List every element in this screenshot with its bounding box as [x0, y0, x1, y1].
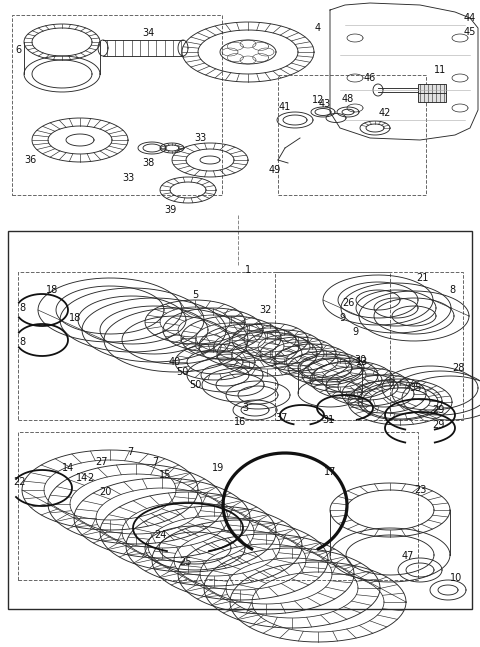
Text: 8: 8 [19, 337, 25, 347]
Text: 50: 50 [189, 380, 201, 390]
Text: 5: 5 [192, 290, 198, 300]
Text: 38: 38 [142, 158, 154, 168]
Text: 50: 50 [176, 367, 188, 377]
Text: 24: 24 [154, 530, 166, 540]
Text: 14: 14 [76, 473, 88, 483]
Text: 47: 47 [402, 551, 414, 561]
Text: 10: 10 [450, 573, 462, 583]
Bar [418, 84, 446, 102]
Text: 29: 29 [432, 420, 444, 430]
Text: 2: 2 [87, 473, 93, 483]
Text: 4: 4 [315, 23, 321, 33]
Bar [18, 432, 418, 580]
Text: 39: 39 [164, 205, 176, 215]
Text: 7: 7 [127, 447, 133, 457]
Text: 26: 26 [342, 298, 354, 308]
Text: 9: 9 [339, 313, 345, 323]
Text: 22: 22 [14, 477, 26, 487]
Text: 12: 12 [312, 95, 324, 105]
Text: 18: 18 [46, 285, 58, 295]
Text: 44: 44 [464, 13, 476, 23]
Text: 34: 34 [142, 28, 154, 38]
Text: 25: 25 [179, 557, 191, 567]
Text: 14: 14 [62, 463, 74, 473]
Text: 46: 46 [364, 73, 376, 83]
Text: 40: 40 [169, 357, 181, 367]
Text: 8: 8 [449, 285, 455, 295]
Text: 7: 7 [152, 457, 158, 467]
Text: 31: 31 [322, 415, 334, 425]
Text: 23: 23 [414, 485, 426, 495]
Text: 1: 1 [245, 265, 251, 275]
Text: 9: 9 [352, 327, 358, 337]
Text: 33: 33 [194, 133, 206, 143]
Text: 20: 20 [99, 487, 111, 497]
Text: 19: 19 [212, 463, 224, 473]
Text: 27: 27 [96, 457, 108, 467]
Text: 37: 37 [276, 413, 288, 423]
Bar [278, 75, 426, 195]
Text: 45: 45 [464, 27, 476, 37]
Text: 15: 15 [159, 470, 171, 480]
Text: 17: 17 [324, 467, 336, 477]
Text: 18: 18 [69, 313, 81, 323]
Text: 30: 30 [354, 355, 366, 365]
Bar [275, 272, 463, 420]
Bar [12, 15, 222, 195]
Text: 36: 36 [24, 155, 36, 165]
Text: 43: 43 [319, 99, 331, 109]
Text: 6: 6 [15, 45, 21, 55]
Text: 35: 35 [409, 383, 421, 393]
Bar [8, 231, 472, 609]
Text: 11: 11 [434, 65, 446, 75]
Text: 49: 49 [269, 165, 281, 175]
Text: 33: 33 [122, 173, 134, 183]
Text: 3: 3 [242, 403, 248, 413]
Text: 8: 8 [19, 303, 25, 313]
Text: 28: 28 [452, 363, 464, 373]
Text: 16: 16 [234, 417, 246, 427]
Text: 32: 32 [259, 305, 271, 315]
Text: 42: 42 [379, 108, 391, 118]
Text: 48: 48 [342, 94, 354, 104]
Text: 29: 29 [432, 405, 444, 415]
Text: 41: 41 [279, 102, 291, 112]
Text: 21: 21 [416, 273, 428, 283]
Text: 13: 13 [356, 357, 368, 367]
Bar [18, 272, 390, 420]
